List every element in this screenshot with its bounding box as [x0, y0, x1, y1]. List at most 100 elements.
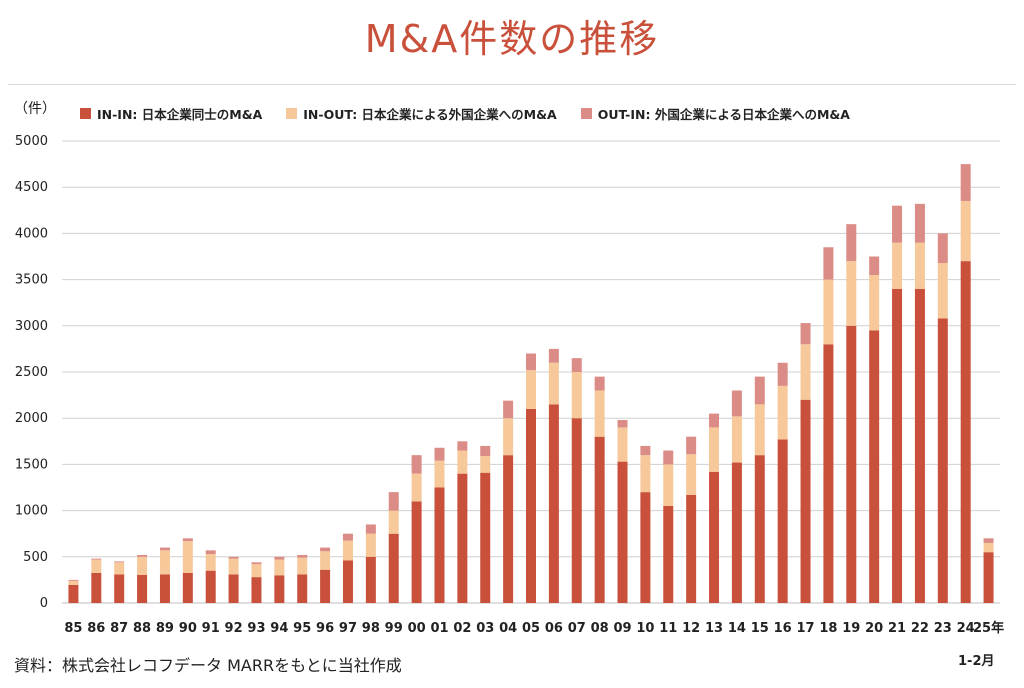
bar-segment-in-out [777, 385, 788, 440]
bar-segment-in-out [617, 427, 628, 462]
bar-segment-in-out [800, 344, 811, 400]
bar-segment-out-in [846, 224, 857, 262]
bar-segment-in-in [205, 570, 216, 603]
y-tick-label: 5000 [15, 134, 48, 149]
bar-segment-in-in [892, 288, 903, 603]
bar-segment-out-in [480, 445, 491, 457]
x-tick-label: 01 [430, 621, 448, 636]
bar-segment-in-out [411, 473, 422, 502]
y-tick-label: 2500 [15, 365, 48, 380]
x-tick-label: 02 [453, 621, 471, 636]
bar-segment-out-in [640, 445, 651, 456]
x-tick-label: 23 [934, 621, 952, 636]
bar-segment-out-in [137, 554, 148, 557]
bar-segment-in-in [251, 577, 262, 603]
bar-segment-out-in [709, 413, 720, 428]
bar-segment-in-in [617, 461, 628, 603]
bar-segment-in-out [571, 372, 582, 419]
bar-segment-in-in [571, 418, 582, 603]
x-tick-label: 14 [728, 621, 746, 636]
x-tick-label: 03 [476, 621, 494, 636]
bar-segment-in-out [114, 562, 125, 575]
x-tick-label: 21 [888, 621, 906, 636]
bar-segment-out-in [457, 441, 468, 451]
bar-segment-out-in [983, 538, 994, 543]
legend-label-out-in: OUT-IN: 外国企業による日本企業へのM&A [597, 107, 850, 122]
bar-segment-out-in [937, 233, 948, 263]
bar-segment-in-out [892, 242, 903, 289]
chart-title: M&A件数の推移 [364, 17, 660, 61]
bar-segment-in-in [228, 574, 239, 603]
x-tick-label: 90 [179, 621, 197, 636]
bar-segment-in-out [960, 201, 971, 262]
x-tick-label: 86 [87, 621, 105, 636]
bar-segment-in-out [297, 557, 308, 575]
bar-segment-in-in [365, 556, 376, 603]
source-note: 資料：株式会社レコフデータ MARRをもとに当社作成 [14, 656, 402, 675]
bar-segment-in-out [548, 362, 559, 405]
bar-segment-out-in [411, 455, 422, 474]
bar-segment-out-in [594, 376, 605, 391]
bar-segment-out-in [205, 550, 216, 555]
bar-segment-in-out [914, 242, 925, 289]
legend-item-out-in: OUT-IN: 外国企業による日本企業へのM&A [580, 104, 850, 123]
legend-label-in-out: IN-OUT: 日本企業による外国企業へのM&A [303, 107, 557, 122]
x-tick-label: 18 [819, 621, 837, 636]
bar-segment-out-in [503, 400, 514, 419]
bar-segment-in-out [526, 370, 536, 409]
bar-segment-out-in [159, 547, 170, 551]
bar-segment-out-in [320, 547, 331, 552]
bar-segment-in-out [869, 274, 880, 331]
x-tick-label: 93 [247, 621, 265, 636]
bar-segment-in-out [68, 580, 79, 585]
bar-segment-out-in [571, 358, 582, 372]
bar-segment-out-in [297, 554, 308, 558]
bar-segment-out-in [823, 247, 834, 280]
x-tick-label: 11 [659, 621, 677, 636]
legend-swatch-in-out [286, 108, 298, 119]
legend: IN-IN: 日本企業同士のM&A IN-OUT: 日本企業による外国企業へのM… [80, 104, 850, 123]
bar-segment-in-out [365, 533, 376, 557]
bar-segment-out-in [274, 556, 285, 560]
bar-segment-out-in [914, 203, 925, 243]
legend-swatch-in-in [80, 108, 91, 119]
x-tick-label: 97 [339, 621, 357, 636]
bar-segment-in-in [159, 574, 170, 603]
bar-segment-in-in [800, 399, 811, 603]
bar-segment-in-out [480, 456, 491, 473]
x-tick-label: 96 [316, 621, 334, 636]
bar-segment-out-in [388, 492, 399, 511]
x-tick-label: 04 [499, 621, 517, 636]
bar-segment-in-out [594, 390, 605, 437]
bar-segment-in-out [709, 427, 720, 472]
bar-segment-out-in [869, 256, 880, 275]
legend-swatch-out-in [580, 108, 592, 119]
x-tick-label: 16 [774, 621, 792, 636]
bar-segment-out-in [68, 579, 79, 581]
y-tick-label: 4500 [15, 180, 48, 195]
x-tick-label: 95 [293, 621, 311, 636]
x-tick-label: 05 [522, 621, 540, 636]
x-tick-label: 94 [270, 621, 288, 636]
x-tick-label: 13 [705, 621, 723, 636]
bar-segment-in-out [754, 404, 765, 456]
x-tick-label: 00 [408, 621, 426, 636]
bar-segment-out-in [617, 420, 628, 428]
x-tick-label: 92 [225, 621, 243, 636]
bar-segment-out-in [892, 205, 903, 243]
bar-segment-in-in [434, 487, 445, 603]
bar-segment-in-in [640, 492, 651, 603]
bar-segment-in-out [640, 455, 651, 493]
bar-segment-in-in [114, 574, 125, 603]
bar-segment-in-in [480, 472, 491, 603]
bar-segment-out-in [663, 450, 674, 465]
bar-segment-in-in [663, 505, 674, 603]
y-tick-label: 0 [40, 596, 48, 611]
legend-label-in-in: IN-IN: 日本企業同士のM&A [97, 107, 263, 122]
bar-segment-out-in [960, 164, 971, 202]
bar-segment-in-out [388, 510, 399, 534]
bar-segment-out-in [182, 538, 193, 542]
bar-segment-in-out [731, 416, 742, 463]
bar-segment-in-in [869, 330, 880, 603]
bar-segment-in-in [182, 572, 193, 603]
